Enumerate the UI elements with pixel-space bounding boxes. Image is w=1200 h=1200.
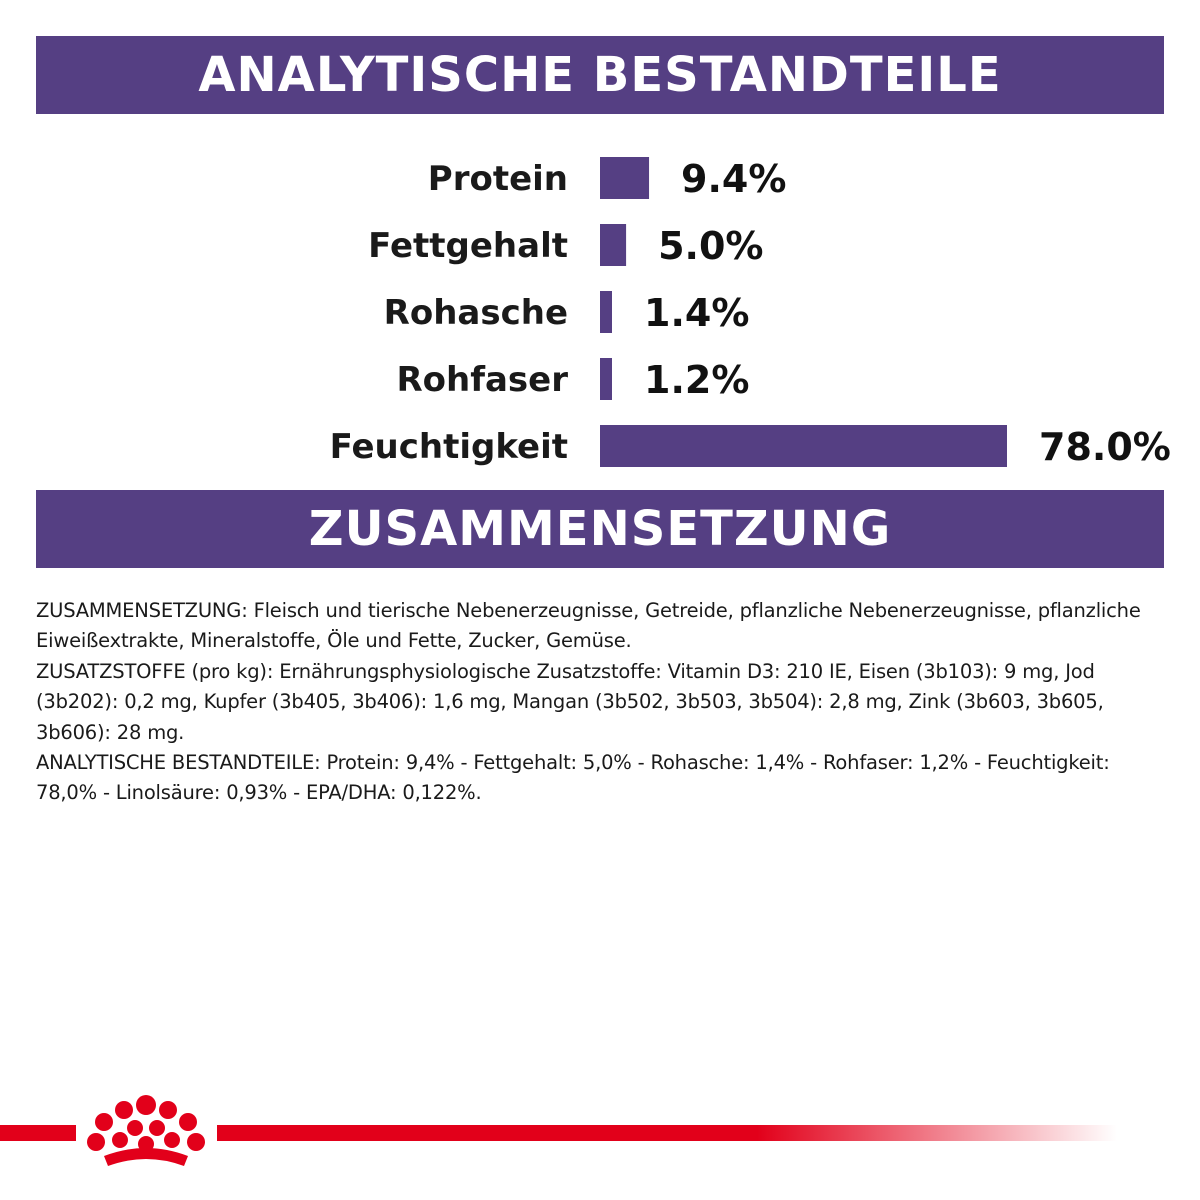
value-label: 9.4% xyxy=(681,157,786,201)
category-label: Feuchtigkeit xyxy=(330,427,568,467)
analysis-banner: ANALYTISCHE BESTANDTEILE xyxy=(36,36,1164,114)
bar xyxy=(600,358,612,400)
composition-paragraph: ZUSAMMENSETZUNG: Fleisch und tierische N… xyxy=(36,599,1141,653)
brand-line-right xyxy=(217,1125,1117,1141)
value-label: 1.4% xyxy=(644,291,749,335)
composition-title: ZUSAMMENSETZUNG xyxy=(308,501,892,557)
additives-paragraph: ZUSATZSTOFFE (pro kg): Ernährungsphysiol… xyxy=(36,659,1104,744)
category-label: Rohasche xyxy=(384,293,568,333)
value-label: 1.2% xyxy=(644,358,749,402)
composition-banner: ZUSAMMENSETZUNG xyxy=(36,490,1164,568)
composition-text: ZUSAMMENSETZUNG: Fleisch und tierische N… xyxy=(36,596,1164,809)
value-label: 78.0% xyxy=(1039,425,1171,469)
category-label: Protein xyxy=(428,159,568,199)
bar xyxy=(600,157,650,199)
bar xyxy=(600,425,1007,467)
bar xyxy=(600,224,627,266)
analysis-paragraph: ANALYTISCHE BESTANDTEILE: Protein: 9,4% … xyxy=(36,751,1110,805)
brand-line-left xyxy=(0,1125,76,1141)
royal-canin-crown-icon xyxy=(87,1095,205,1166)
category-label: Rohfaser xyxy=(396,360,568,400)
value-label: 5.0% xyxy=(658,224,763,268)
bar xyxy=(600,291,612,333)
category-label: Fettgehalt xyxy=(368,226,568,266)
analysis-title: ANALYTISCHE BESTANDTEILE xyxy=(198,47,1002,103)
brand-footer xyxy=(0,1095,1117,1166)
